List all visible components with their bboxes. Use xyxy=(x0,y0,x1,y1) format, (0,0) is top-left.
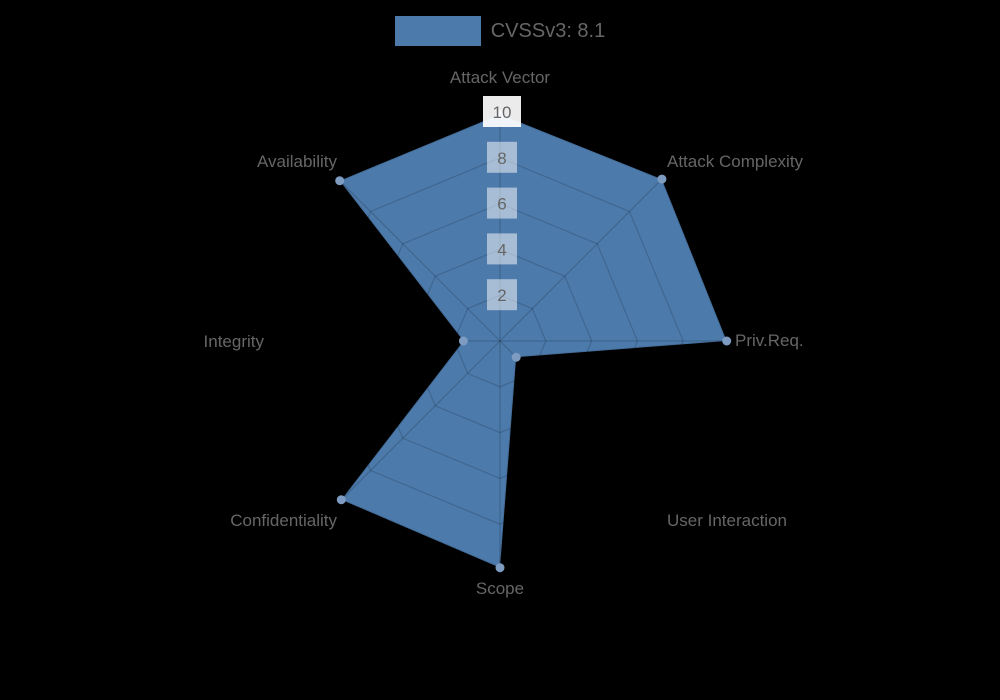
axis-spoke-attack-complexity xyxy=(499,178,663,342)
tick-label-6: 6 xyxy=(497,195,506,214)
axis-label-scope: Scope xyxy=(476,579,524,598)
legend-item-cvssv3[interactable]: CVSSv3: 8.1 xyxy=(394,16,606,46)
legend-label: CVSSv3: 8.1 xyxy=(490,20,606,42)
axis-label-priv-req: Priv.Req. xyxy=(735,331,804,350)
data-point-marker-user-interaction xyxy=(511,352,521,362)
grid-ring-8 xyxy=(316,157,684,525)
axis-label-availability: Availability xyxy=(257,152,338,171)
legend-swatch xyxy=(394,16,481,46)
data-point-marker-availability xyxy=(335,176,345,186)
data-point-marker-scope xyxy=(495,563,505,573)
tick-label-2: 2 xyxy=(497,286,506,305)
data-point-marker-confidentiality xyxy=(336,495,346,505)
axis-label-attack-complexity: Attack Complexity xyxy=(667,152,804,171)
axis-spoke-availability xyxy=(337,178,501,342)
grid-ring-4 xyxy=(407,248,593,434)
axis-label-attack-vector: Attack Vector xyxy=(450,68,550,87)
axis-label-user-interaction: User Interaction xyxy=(667,511,787,530)
legend: CVSSv3: 8.1 xyxy=(0,16,1000,46)
tick-backdrop-2 xyxy=(487,279,517,311)
data-point-marker-priv-req xyxy=(722,336,732,346)
tick-backdrop-4 xyxy=(487,233,517,265)
axis-spoke-user-interaction xyxy=(499,340,663,504)
data-point-marker-integrity xyxy=(458,336,468,346)
data-point-marker-attack-complexity xyxy=(657,174,667,184)
tick-backdrop-10 xyxy=(483,96,521,127)
tick-backdrop-8 xyxy=(487,141,517,173)
axis-label-integrity: Integrity xyxy=(204,332,265,351)
axis-label-confidentiality: Confidentiality xyxy=(230,511,337,530)
tick-backdrop-6 xyxy=(487,187,517,219)
tick-label-8: 8 xyxy=(497,149,506,168)
grid-ring-6 xyxy=(361,202,639,480)
tick-label-10: 10 xyxy=(493,103,512,122)
axis-spoke-confidentiality xyxy=(337,340,501,504)
tick-label-4: 4 xyxy=(497,240,506,259)
grid-ring-2 xyxy=(453,294,547,388)
